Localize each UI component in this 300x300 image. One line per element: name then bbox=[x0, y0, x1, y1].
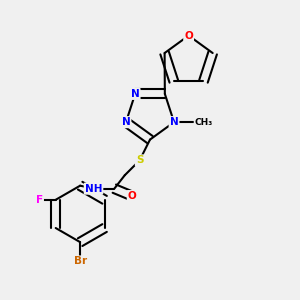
Text: N: N bbox=[170, 117, 178, 127]
Text: Br: Br bbox=[74, 256, 87, 266]
Text: O: O bbox=[184, 31, 193, 40]
Text: O: O bbox=[128, 191, 136, 201]
Text: S: S bbox=[136, 155, 143, 165]
Text: CH₃: CH₃ bbox=[195, 118, 213, 127]
Text: N: N bbox=[131, 89, 140, 99]
Text: NH: NH bbox=[85, 184, 102, 194]
Text: F: F bbox=[36, 195, 43, 205]
Text: N: N bbox=[122, 117, 130, 127]
